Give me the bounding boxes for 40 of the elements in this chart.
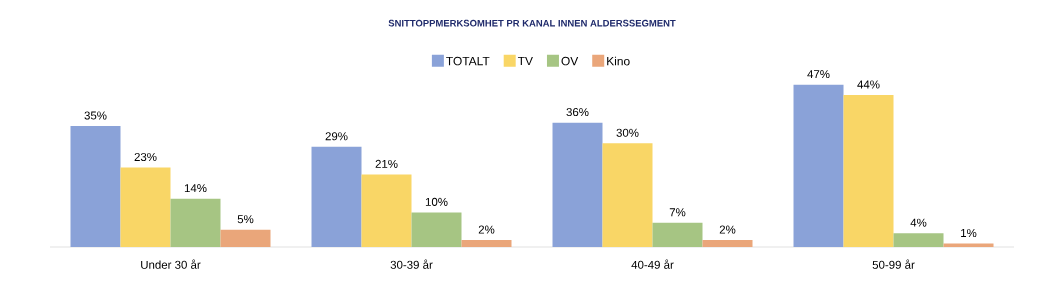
bar [652,222,703,247]
x-tick-label: 30-39 år [390,259,433,269]
bar [70,126,121,247]
bar [411,212,462,247]
data-label: 47% [807,70,830,79]
bar [361,174,412,247]
data-label: 23% [134,152,157,162]
data-label: 36% [566,108,589,117]
x-tick-label: Under 30 år [141,259,201,269]
data-label: 10% [425,197,448,206]
data-label: 14% [184,184,207,193]
data-label: 44% [857,80,880,89]
data-label: 21% [375,159,398,168]
bar [893,233,944,247]
data-label: 35% [84,111,107,120]
legend-label: TOTALT [446,56,490,66]
x-tick-label: 50-99 år [872,259,915,269]
bar [552,122,603,247]
bar [843,95,894,247]
x-tick-label: 40-49 år [631,259,674,269]
legend-label: TV [517,56,533,66]
data-label: 1% [961,229,977,238]
bar [793,84,844,247]
data-label: 29% [325,132,348,141]
data-label: 2% [719,225,736,234]
legend-label: OV [561,56,579,66]
bar [220,229,271,247]
bar [120,167,171,247]
data-label: 7% [669,208,686,217]
bar [702,240,753,247]
bar [311,146,362,247]
bar [602,143,653,247]
bar [461,240,512,247]
chart-title: SNITTOPPMERKSOMHET PR KANAL INNEN ALDERSSEGMENT [388,19,676,27]
data-label: 5% [237,215,254,224]
bar [170,198,221,247]
legend-label: Kino [607,56,630,66]
data-label: 2% [478,225,495,234]
data-label: 4% [910,218,927,227]
data-label: 30% [616,128,639,137]
